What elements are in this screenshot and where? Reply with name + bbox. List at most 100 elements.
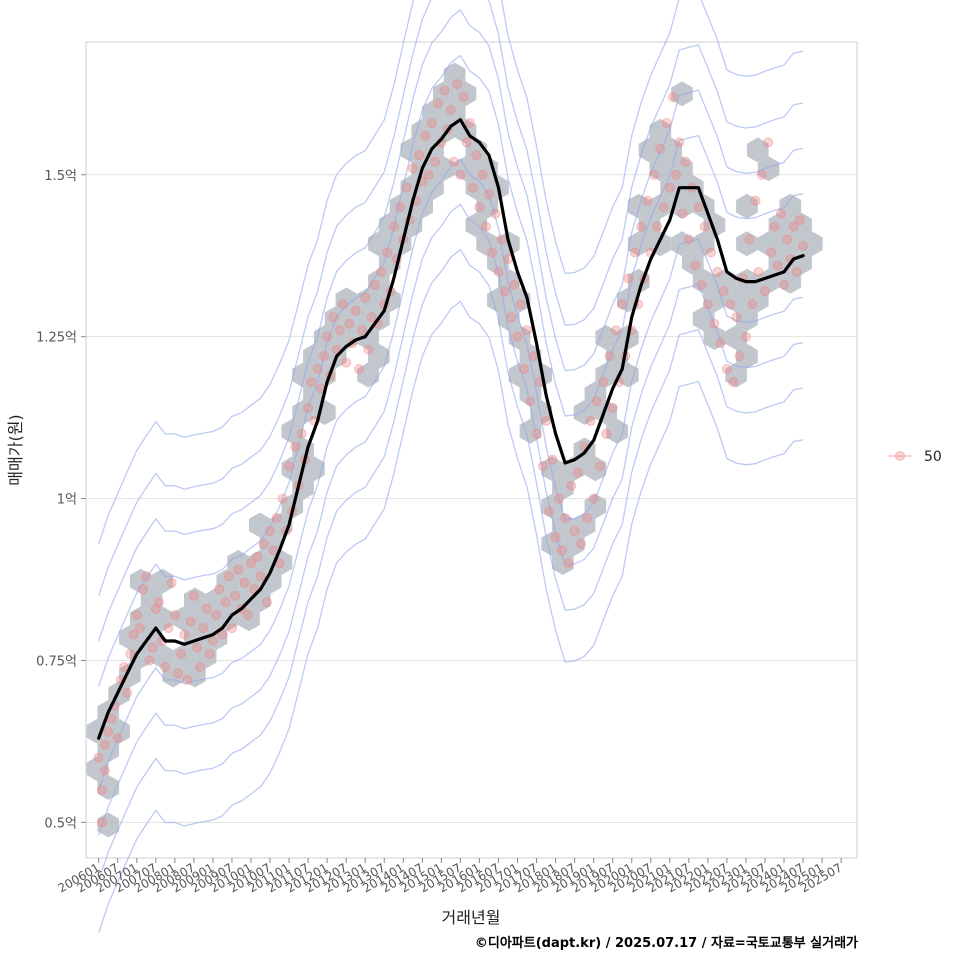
data-point [185,616,196,627]
x-axis-title: 거래년월 [442,908,501,927]
data-point [296,428,307,439]
y-tick-label: 0.75억 [36,654,77,669]
caption: ©디아파트(dapt.kr) / 2025.07.17 / 자료=국토교통부 실… [475,935,858,951]
hexbin-cell [129,643,152,669]
data-point [138,584,149,595]
data-point [100,765,110,776]
data-point [125,649,136,659]
data-point [179,629,190,640]
data-point [353,364,364,374]
data-point [610,325,621,336]
data-point [277,493,288,504]
hexbin-cell [736,231,758,257]
hexbin-cell [476,231,498,257]
hexbin-cell [238,606,260,632]
data-point [582,513,593,523]
data-point [668,92,678,102]
y-tick-label: 1억 [57,493,77,508]
x-axis: 2006012006072007012007072008012008072009… [56,858,845,896]
data-point [528,351,539,362]
hexbin-cell [303,456,325,482]
data-point [360,292,371,303]
data-point [176,649,187,659]
hexbin-cell [487,287,509,313]
data-point [319,351,329,362]
data-point [487,247,498,258]
data-point [721,364,732,374]
data-point [744,234,755,245]
data-point [576,538,586,549]
data-point [636,221,647,232]
hexbin-cell [725,325,747,350]
data-point [112,733,123,744]
data-point [154,597,164,608]
hexbin-cell [249,550,271,575]
data-point [461,137,472,148]
hexbin-cell [498,306,520,332]
hexbin-cell [606,418,628,444]
data-point [525,396,536,407]
hexbin-cell [368,231,390,257]
data-point [569,526,580,536]
data-point [623,273,634,284]
hexbin-cell [779,268,802,294]
data-point [455,169,466,180]
data-point [671,169,682,180]
data-point [798,241,809,251]
legend-point [895,451,905,461]
hexbin-cell [465,175,488,200]
data-point [553,493,564,504]
hexbin-cell [227,550,249,575]
hexbin-layer [86,62,823,838]
hexbin-cell [357,325,379,350]
data-point [766,247,777,258]
data-point [369,279,380,290]
data-point [255,571,266,582]
data-point [100,739,110,750]
data-point [550,532,561,543]
density-contour [98,54,804,687]
density-contour [98,158,804,791]
data-point [423,169,434,180]
hexbin-cell [552,550,574,575]
data-point [122,687,133,698]
hexbin-cell [140,587,163,613]
data-point [537,461,548,472]
data-point [458,92,469,102]
hexbin-cell [736,193,758,219]
data-point [544,506,555,517]
hexbin-cell [259,568,282,594]
data-point [775,208,786,219]
hexbin-cell [671,156,693,182]
data-point [674,137,685,148]
density-contour [98,9,804,642]
hexbin-cell [725,362,747,388]
hexbin-cell [173,643,195,669]
data-point [328,312,339,323]
data-point [414,150,425,161]
data-point [509,279,520,290]
data-point [753,266,764,277]
data-point [217,629,228,640]
hexbin-cell [736,306,758,332]
hexbin-cell [205,587,228,613]
data-point [696,279,707,290]
hexbin-cell [692,231,715,257]
hexbin-cell [86,756,109,782]
y-axis: 0.5억 0.75억 1억 1.25억 1.5억 [36,169,86,831]
data-point [480,221,491,232]
data-point [617,299,628,310]
hexbin-cell [378,212,401,238]
hexbin-cell [194,643,217,669]
data-point [763,137,774,148]
data-point [791,266,802,277]
data-point [515,299,526,310]
data-point [357,325,367,336]
data-point [211,610,222,621]
data-point [731,312,742,323]
data-point [144,655,155,666]
data-point [388,221,399,232]
density-contour [98,203,804,836]
hexbin-cell [671,81,693,107]
density-contour [98,248,804,881]
